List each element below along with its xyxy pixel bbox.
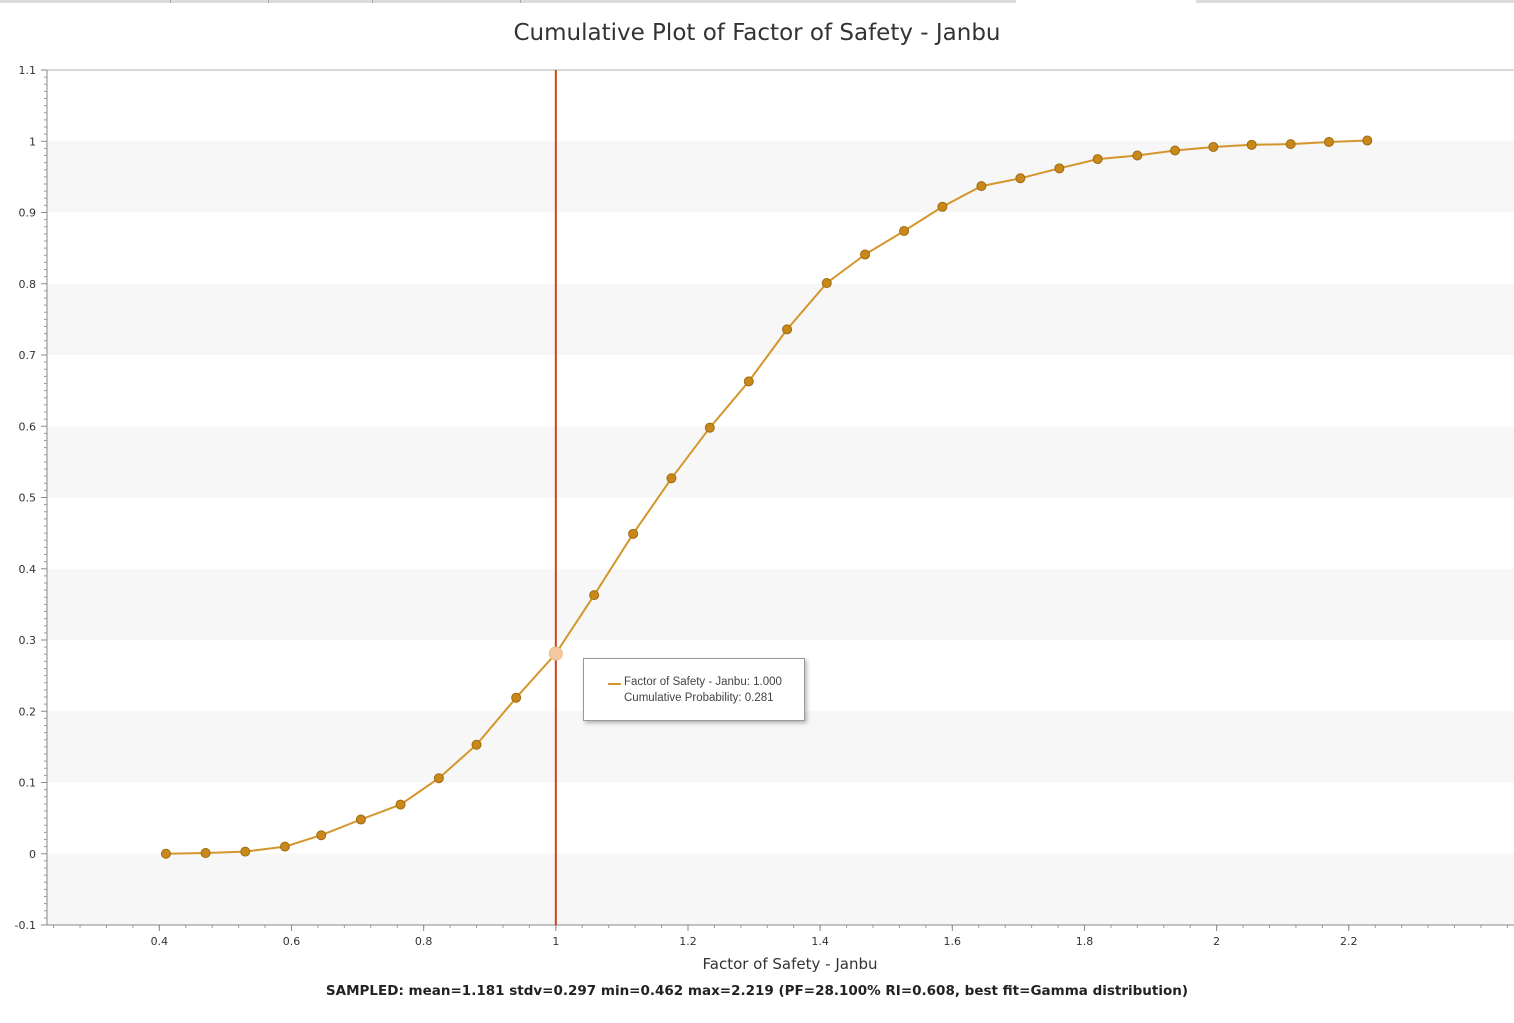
data-point (200, 848, 211, 859)
data-point (1170, 145, 1181, 156)
x-tick-label: 2.2 (1340, 935, 1358, 948)
data-point (240, 846, 251, 857)
x-axis-title: Factor of Safety - Janbu (702, 955, 878, 973)
data-point (782, 324, 793, 335)
x-tick-label: 2 (1213, 935, 1220, 948)
grid-band (47, 141, 1514, 213)
y-tick-label: -0.1 (15, 919, 36, 932)
data-point (1323, 136, 1334, 147)
tab-strip (0, 0, 1514, 3)
data-point (589, 590, 600, 601)
grid-band (47, 568, 1514, 640)
tooltip-y-value: Cumulative Probability: 0.281 (624, 692, 774, 704)
data-point (821, 278, 832, 289)
y-tick-label: 0.6 (19, 420, 37, 433)
data-point (1054, 163, 1065, 174)
series-group (160, 135, 1373, 859)
data-tooltip: Factor of Safety - Janbu: 1.000 Cumulati… (583, 658, 805, 721)
data-point (316, 830, 327, 841)
data-point (1092, 154, 1103, 165)
y-tick-label: 0.3 (19, 634, 37, 647)
data-point (511, 692, 522, 703)
data-point (1208, 141, 1219, 152)
data-point (1132, 150, 1143, 161)
data-point (743, 376, 754, 387)
chart-title: Cumulative Plot of Factor of Safety - Ja… (513, 20, 1001, 46)
y-tick-label: 1 (29, 135, 36, 148)
y-tick-label: 0 (29, 848, 36, 861)
data-point (279, 841, 290, 852)
y-tick-label: 1.1 (19, 64, 37, 77)
x-tick-label: 1.6 (944, 935, 962, 948)
y-tick-label: 0.1 (19, 777, 37, 790)
data-point (1246, 139, 1257, 150)
x-tick-label: 0.4 (151, 935, 169, 948)
data-point (1362, 135, 1373, 146)
x-tick-label: 0.8 (415, 935, 433, 948)
data-point (433, 773, 444, 784)
grid-bands (47, 141, 1514, 925)
grid-band (47, 711, 1514, 783)
series-line (165, 139, 1368, 855)
data-point (666, 473, 677, 484)
x-tick-label: 1.4 (811, 935, 829, 948)
x-tick-label: 1.8 (1076, 935, 1094, 948)
data-point (395, 799, 406, 810)
y-tick-label: 0.5 (19, 492, 37, 505)
summary-statistics: SAMPLED: mean=1.181 stdv=0.297 min=0.462… (325, 983, 1189, 999)
data-point (628, 528, 639, 539)
data-point (160, 848, 171, 859)
grid-band (47, 426, 1514, 498)
y-tick-label: 0.7 (19, 349, 37, 362)
data-point (860, 249, 871, 260)
x-tick-label: 1 (552, 935, 559, 948)
grid-band (47, 283, 1514, 355)
data-point (1285, 139, 1296, 150)
y-tick-label: 0.2 (19, 705, 37, 718)
y-tick-label: 0.4 (19, 563, 37, 576)
y-tick-label: 0.9 (19, 207, 37, 220)
grid-band (47, 853, 1514, 925)
data-point (355, 814, 366, 825)
data-point (471, 739, 482, 750)
tooltip-series-swatch (608, 683, 621, 685)
data-point (976, 181, 987, 192)
x-tick-label: 1.2 (679, 935, 697, 948)
data-point (1015, 173, 1026, 184)
data-point (899, 226, 910, 237)
tooltip-x-value: Factor of Safety - Janbu: 1.000 (624, 676, 782, 688)
data-point (704, 422, 715, 433)
y-tick-label: 0.8 (19, 278, 37, 291)
axes: -0.1 0 0.1 0.2 0.3 0.4 0.5 0.6 0.7 0.8 0.9 1 1.1 0.4 0… (15, 64, 1514, 948)
data-point (937, 201, 948, 212)
x-tick-label: 0.6 (283, 935, 301, 948)
highlighted-data-point (548, 646, 563, 661)
